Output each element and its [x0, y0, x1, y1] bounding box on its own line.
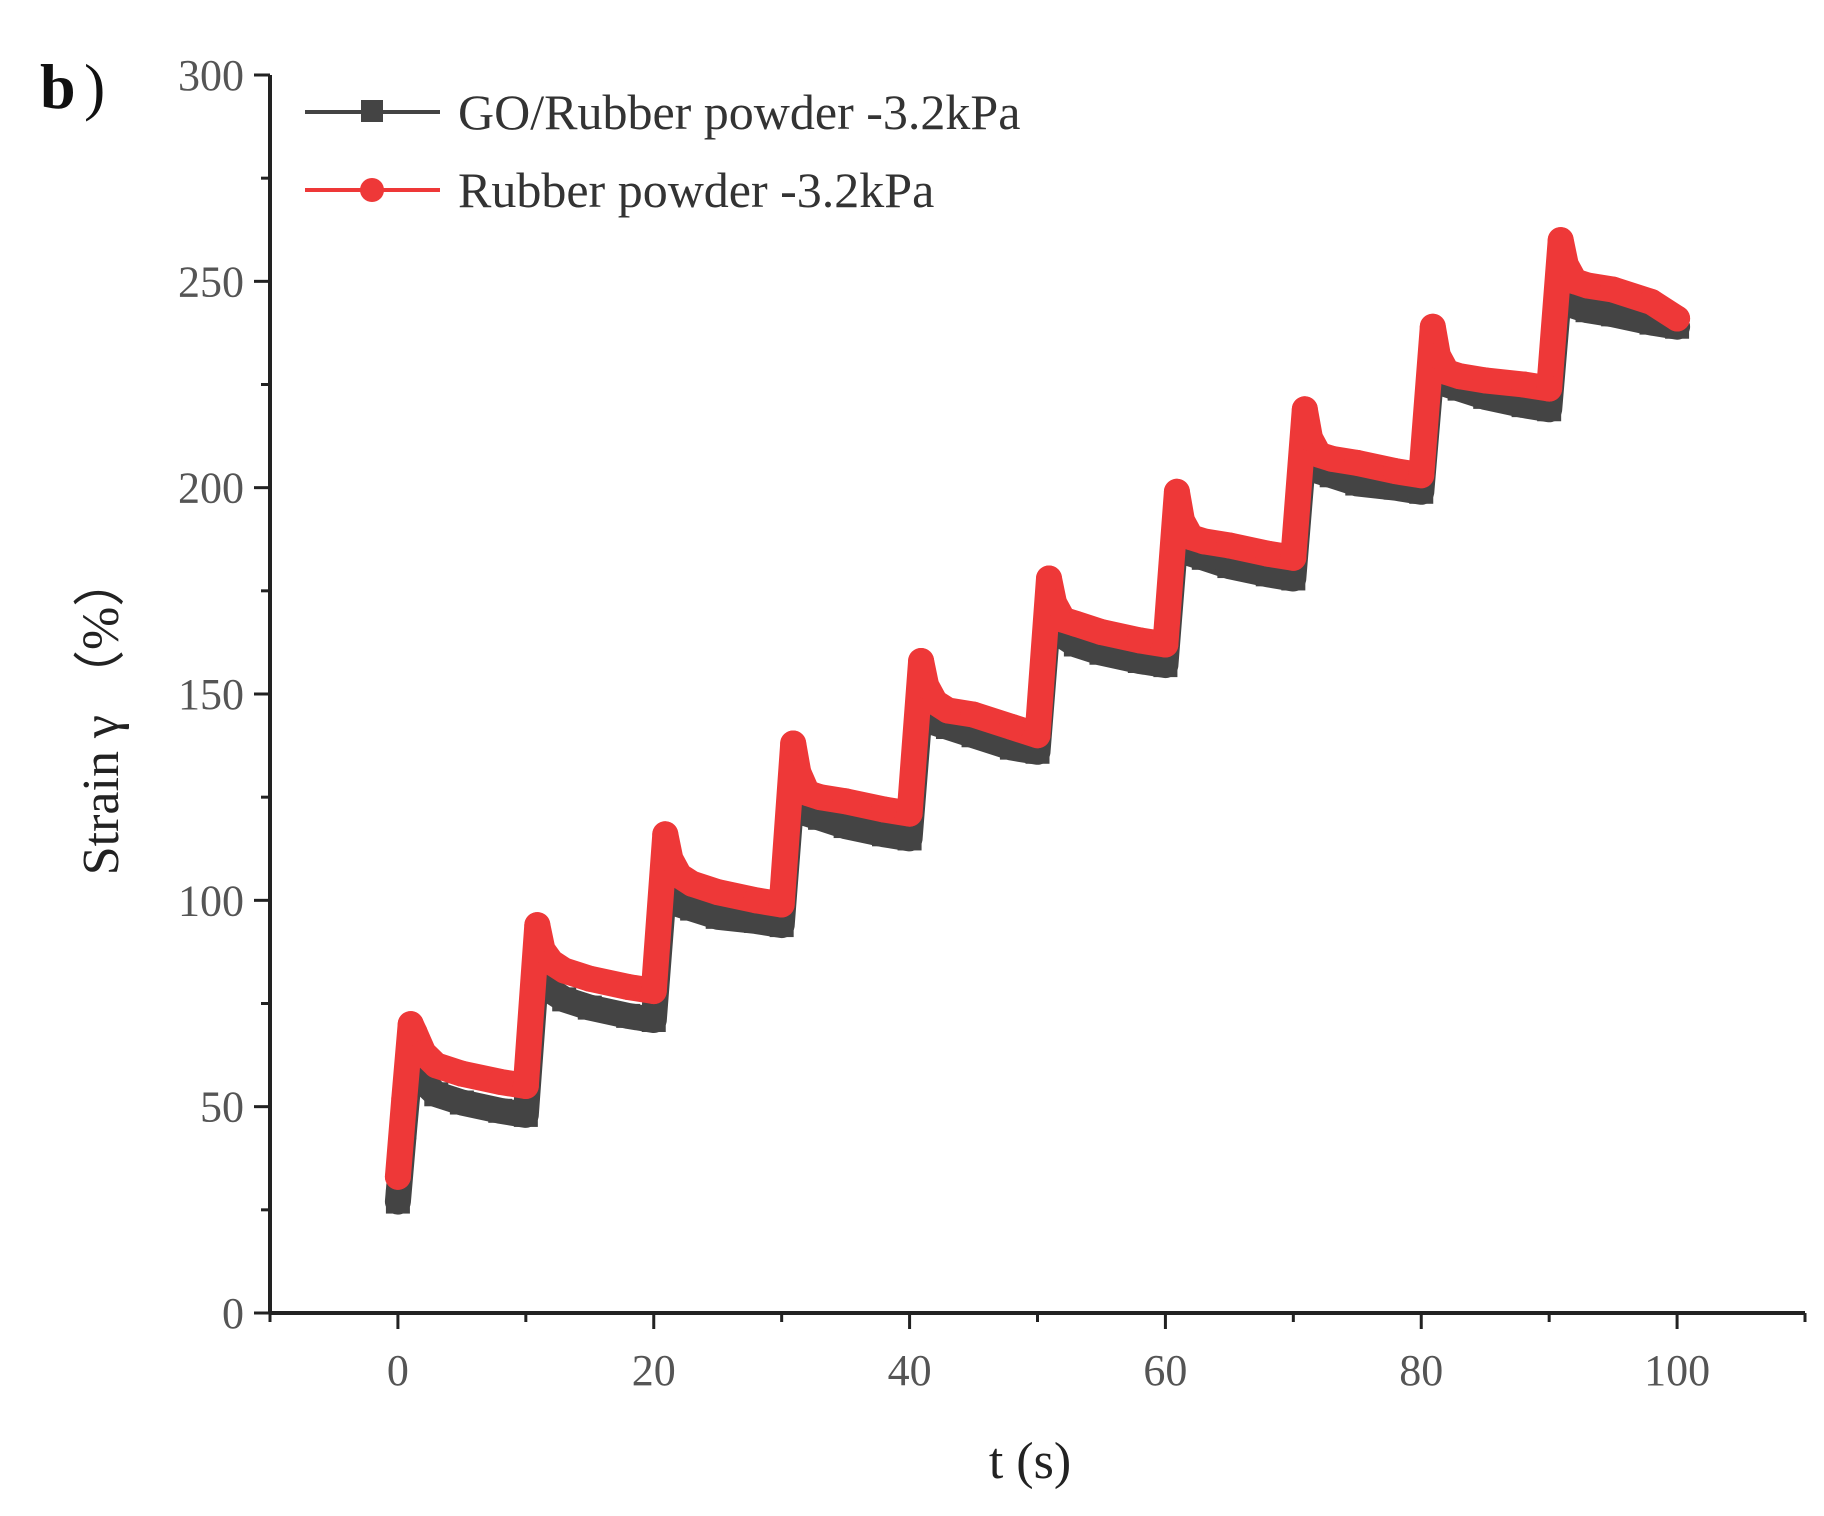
data-point	[705, 904, 730, 929]
data-point	[785, 759, 812, 786]
data-point	[1419, 313, 1446, 340]
y-tick-label: 150	[178, 670, 244, 719]
data-point	[768, 891, 795, 918]
data-point	[1254, 540, 1281, 567]
legend: GO/Rubber powder -3.2kPa Rubber powder -…	[305, 84, 1020, 218]
data-point	[448, 1060, 475, 1087]
legend-label-go-rubber: GO/Rubber powder -3.2kPa	[458, 84, 1020, 140]
axes: 0 50 100 150 200 250 300 0 20 40 60 80 100	[178, 51, 1807, 1395]
data-point	[385, 1189, 410, 1214]
y-axis-title: Strain γ （%）	[73, 555, 130, 876]
data-point	[652, 821, 679, 848]
data-point	[1638, 288, 1665, 315]
data-point	[616, 1003, 641, 1028]
x-tick-label: 60	[1143, 1346, 1187, 1395]
x-tick-label: 20	[632, 1346, 676, 1395]
data-point	[449, 1090, 474, 1115]
series-1	[384, 227, 1691, 1190]
y-tick-label: 50	[200, 1083, 244, 1132]
data-point	[401, 1019, 428, 1046]
data-point	[679, 870, 706, 897]
data-point	[1344, 449, 1371, 476]
data-point	[1510, 371, 1537, 398]
data-point	[1600, 276, 1627, 303]
data-point	[1088, 619, 1115, 646]
data-point	[896, 800, 923, 827]
x-tick-label: 40	[888, 1346, 932, 1395]
y-tick-label: 300	[178, 51, 244, 100]
data-point	[488, 1098, 513, 1123]
data-point	[1547, 227, 1574, 254]
data-point	[1536, 375, 1563, 402]
data-point	[615, 973, 642, 1000]
x-axis-title: t (s)	[989, 1433, 1071, 1490]
data-point	[641, 1008, 666, 1033]
data-point	[524, 912, 551, 939]
data-point	[1446, 363, 1473, 390]
data-point	[512, 1073, 539, 1100]
data-point	[1574, 272, 1601, 299]
data-point	[934, 697, 961, 724]
data-point	[680, 896, 705, 921]
legend-marker-square	[361, 100, 383, 122]
data-point	[513, 1102, 538, 1127]
data-point	[960, 701, 987, 728]
data-point	[1664, 305, 1691, 332]
data-point	[1190, 528, 1217, 555]
data-point	[1216, 532, 1243, 559]
data-point	[1575, 298, 1600, 323]
y-tick-label: 200	[178, 464, 244, 513]
x-tick-label: 80	[1399, 1346, 1443, 1395]
data-point	[1024, 722, 1051, 749]
data-point	[424, 1082, 449, 1107]
data-point	[576, 965, 603, 992]
data-point	[833, 814, 858, 839]
data-point	[1472, 367, 1499, 394]
data-point	[1036, 565, 1063, 592]
data-point	[1062, 610, 1089, 637]
data-point	[780, 730, 807, 757]
data-point	[1163, 478, 1190, 505]
data-point	[577, 995, 602, 1020]
series-layer	[384, 227, 1691, 1215]
data-point	[384, 1163, 411, 1190]
data-point	[908, 647, 935, 674]
data-point	[1601, 302, 1626, 327]
data-point	[552, 987, 577, 1012]
y-tick-label: 0	[222, 1289, 244, 1338]
data-point	[1126, 627, 1153, 654]
data-point	[743, 887, 770, 914]
data-point	[1291, 396, 1318, 423]
data-point	[1318, 445, 1345, 472]
panel-label: b	[40, 51, 76, 122]
y-tick-label: 100	[178, 876, 244, 925]
data-point	[998, 714, 1025, 741]
data-point	[807, 784, 834, 811]
y-tick-label: 250	[178, 257, 244, 306]
data-point	[1408, 462, 1435, 489]
legend-marker-circle	[360, 178, 384, 202]
data-point	[871, 796, 897, 823]
data-point	[872, 822, 896, 847]
data-point	[391, 1085, 418, 1112]
data-point	[1280, 544, 1307, 571]
data-point	[1382, 458, 1409, 485]
data-point	[897, 826, 922, 851]
data-point	[640, 978, 667, 1005]
data-point	[1152, 631, 1179, 658]
legend-label-rubber: Rubber powder -3.2kPa	[458, 162, 934, 218]
data-point	[423, 1052, 450, 1079]
data-point	[704, 879, 731, 906]
data-point	[487, 1068, 514, 1095]
x-tick-label: 100	[1644, 1346, 1710, 1395]
data-point	[551, 957, 578, 984]
x-tick-label: 0	[387, 1346, 409, 1395]
panel-label-paren: )	[84, 51, 105, 122]
data-point	[832, 788, 859, 815]
